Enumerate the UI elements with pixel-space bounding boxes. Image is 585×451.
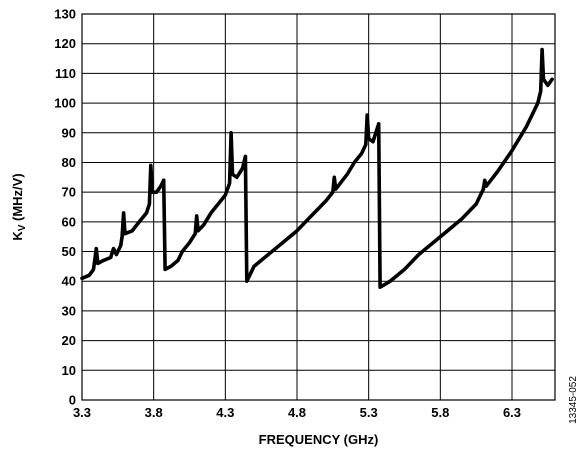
x-tick-label: 4.3 — [216, 405, 234, 420]
y-axis-label: KV (MHz/V) — [10, 173, 28, 240]
figure-id: 13345-052 — [568, 376, 579, 424]
x-tick-label: 3.3 — [73, 405, 91, 420]
y-tick-label: 110 — [55, 66, 76, 81]
kv-series-line — [376, 47, 554, 289]
x-tick-label: 3.8 — [145, 405, 163, 420]
y-axis-label-unit: (MHz/V) — [10, 173, 25, 224]
kv-series-line — [161, 131, 248, 272]
x-tick-label: 4.8 — [288, 405, 306, 420]
y-tick-label: 90 — [62, 125, 76, 140]
y-tick-label: 80 — [62, 155, 76, 170]
y-tick-label: 100 — [54, 96, 76, 111]
y-axis-label-main: K — [10, 231, 25, 241]
y-tick-label: 70 — [62, 185, 76, 200]
y-tick-label: 20 — [62, 333, 76, 348]
y-tick-label: 40 — [62, 274, 76, 289]
series-layer — [80, 47, 554, 289]
y-tick-label: 130 — [54, 7, 76, 22]
kv-series-line — [243, 113, 381, 283]
x-axis-label: FREQUENCY (GHz) — [259, 432, 379, 447]
y-axis-label-subscript: V — [17, 224, 28, 231]
plot-frame — [81, 13, 556, 401]
x-tick-label: 6.3 — [503, 405, 521, 420]
y-tick-label: 60 — [62, 214, 76, 229]
y-tick-label: 10 — [62, 363, 76, 378]
x-tick-label: 5.3 — [360, 405, 378, 420]
y-tick-label: 30 — [62, 303, 76, 318]
y-tick-label: 50 — [62, 244, 76, 259]
kv-series-line — [80, 163, 166, 281]
y-tick-label: 0 — [69, 393, 76, 408]
y-tick-label: 120 — [54, 36, 76, 51]
tick-labels: 0 10 20 30 40 50 60 70 80 90 100 110 120 130 3.3 3.8 4.3… — [54, 7, 521, 421]
x-tick-label: 5.8 — [431, 405, 449, 420]
